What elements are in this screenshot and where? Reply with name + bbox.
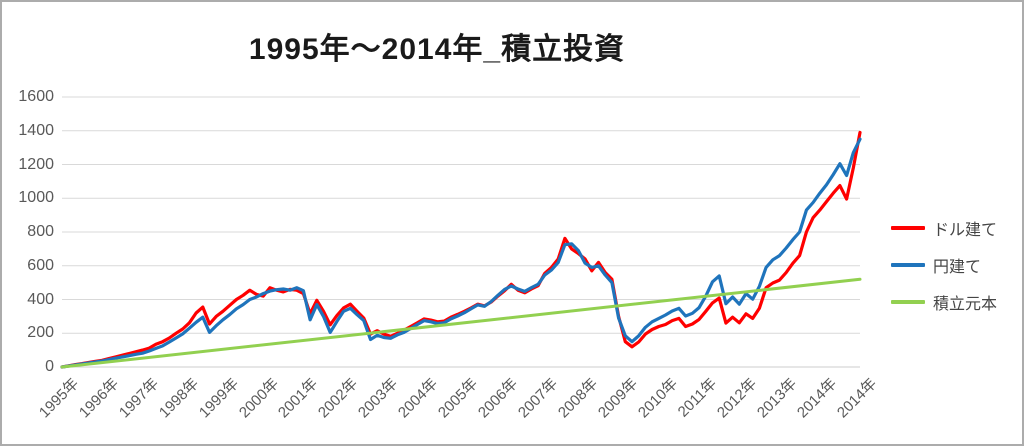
series-line-principal — [60, 277, 862, 369]
legend-item-yen: 円建て — [891, 255, 997, 276]
y-tick-label: 0 — [45, 358, 54, 375]
legend-label-yen: 円建て — [933, 259, 982, 276]
legend-label-dollar: ドル建て — [933, 222, 998, 239]
y-tick-label: 800 — [27, 223, 54, 240]
y-tick-label: 400 — [27, 290, 54, 308]
legend-item-dollar: ドル建て — [891, 218, 998, 239]
series-line-yen — [60, 137, 862, 369]
y-tick-label: 600 — [27, 256, 54, 274]
legend-item-principal: 積立元本 — [891, 292, 998, 313]
y-tick-label: 200 — [27, 324, 54, 342]
legend-line-yen-swatch — [891, 263, 925, 267]
y-tick-label: 1200 — [18, 155, 54, 173]
legend: ドル建て 円建て 積立元本 — [891, 218, 997, 329]
y-tick-label: 1400 — [18, 121, 54, 139]
y-tick-label: 1600 — [18, 88, 54, 105]
legend-line-principal-swatch — [891, 300, 925, 304]
legend-label-principal: 積立元本 — [933, 296, 998, 313]
series-line-dollar — [60, 130, 862, 369]
y-tick-label: 1000 — [18, 189, 54, 207]
legend-line-dollar-swatch — [891, 226, 925, 230]
chart-title: 1995年〜2014年_積立投資 — [248, 33, 626, 66]
